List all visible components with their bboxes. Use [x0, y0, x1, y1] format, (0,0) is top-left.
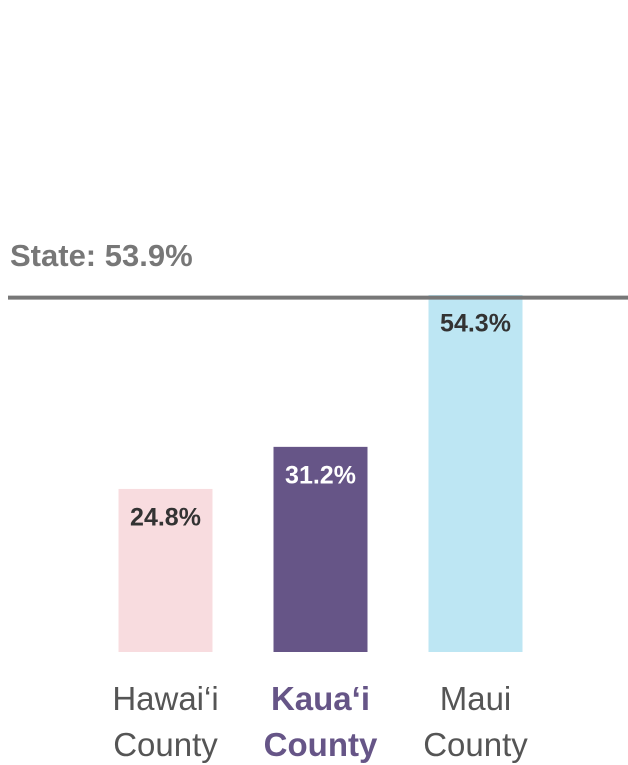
value-label: 54.3%: [440, 310, 511, 338]
x-tick-label: Hawai‘i County: [112, 680, 219, 763]
x-tick-label: Maui County: [423, 680, 528, 763]
bar: [273, 446, 368, 652]
bar: [118, 488, 213, 652]
value-label: 24.8%: [130, 504, 201, 532]
x-tick-label: Kaua‘i County: [263, 680, 378, 763]
value-label: 31.2%: [285, 461, 356, 489]
bar: [428, 294, 523, 652]
reference-label: State: 53.9%: [10, 238, 193, 273]
